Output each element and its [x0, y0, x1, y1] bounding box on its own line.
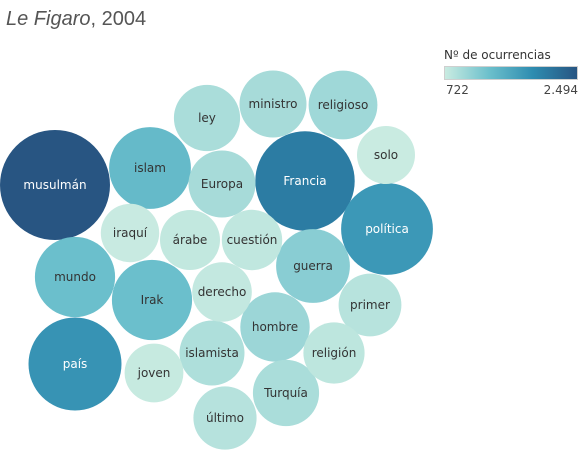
- bubble-circle[interactable]: [188, 150, 256, 218]
- bubble-label: mundo: [54, 270, 96, 284]
- bubble-label: política: [365, 222, 409, 236]
- bubble-circle[interactable]: [109, 127, 191, 209]
- bubble[interactable]: ministro: [239, 70, 307, 138]
- bubble-circle[interactable]: [173, 84, 241, 152]
- bubble[interactable]: último: [193, 386, 257, 450]
- bubble-label: país: [63, 357, 88, 371]
- title-italic: Le Figaro: [6, 8, 91, 30]
- bubble-label: ministro: [249, 97, 298, 111]
- bubble[interactable]: religioso: [308, 70, 378, 140]
- bubble-label: joven: [137, 366, 171, 380]
- bubble-label: hombre: [252, 320, 298, 334]
- title-rest: , 2004: [90, 8, 147, 30]
- bubble[interactable]: guerra: [276, 229, 350, 303]
- bubble[interactable]: islam: [109, 127, 191, 209]
- bubble[interactable]: país: [28, 317, 122, 411]
- bubble-circle[interactable]: [193, 386, 257, 450]
- bubble-label: iraquí: [113, 226, 148, 240]
- bubble-circle[interactable]: [357, 126, 415, 184]
- bubble-circle[interactable]: [308, 70, 378, 140]
- bubble-label: Irak: [141, 293, 164, 307]
- legend-min-label: 722: [446, 83, 469, 97]
- bubble-circle[interactable]: [239, 70, 307, 138]
- bubble-circle[interactable]: [179, 320, 245, 386]
- bubble-label: Europa: [201, 177, 243, 191]
- chart-title: Le Figaro, 2004: [6, 8, 146, 31]
- bubble-circle[interactable]: [28, 317, 122, 411]
- bubble[interactable]: solo: [357, 126, 415, 184]
- bubble-label: islamista: [185, 346, 239, 360]
- bubble[interactable]: mundo: [34, 236, 116, 318]
- bubble-circle[interactable]: [0, 130, 110, 240]
- bubble-circle[interactable]: [303, 322, 365, 384]
- bubble-circle[interactable]: [338, 273, 402, 337]
- legend-title: Nº de ocurrencias: [444, 48, 551, 62]
- bubble-label: cuestión: [227, 233, 278, 247]
- bubble[interactable]: religión: [303, 322, 365, 384]
- legend-gradient-bar: [444, 66, 578, 80]
- legend-labels: 722 2.494: [444, 83, 578, 99]
- bubble-label: religioso: [318, 98, 369, 112]
- color-legend: Nº de ocurrencias 722 2.494: [444, 48, 578, 99]
- bubble-circle[interactable]: [276, 229, 350, 303]
- bubble-label: solo: [374, 148, 398, 162]
- bubble[interactable]: derecho: [192, 262, 252, 322]
- bubble-label: Francia: [283, 174, 326, 188]
- bubble[interactable]: primer: [338, 273, 402, 337]
- bubble-circle[interactable]: [255, 131, 355, 231]
- bubble[interactable]: iraquí: [100, 203, 160, 263]
- bubble[interactable]: ley: [173, 84, 241, 152]
- bubble-circle[interactable]: [100, 203, 160, 263]
- bubble-label: Turquía: [263, 386, 308, 400]
- bubble-label: derecho: [198, 285, 247, 299]
- bubble-circle[interactable]: [192, 262, 252, 322]
- bubble[interactable]: Europa: [188, 150, 256, 218]
- bubble-label: ley: [198, 111, 216, 125]
- bubble[interactable]: Irak: [111, 259, 193, 341]
- bubble-circle[interactable]: [341, 183, 433, 275]
- bubble[interactable]: islamista: [179, 320, 245, 386]
- bubble-circle[interactable]: [240, 292, 310, 362]
- bubble-circle[interactable]: [160, 210, 220, 270]
- bubble-label: guerra: [293, 259, 333, 273]
- bubble-label: primer: [350, 298, 390, 312]
- bubble[interactable]: hombre: [240, 292, 310, 362]
- bubble-label: árabe: [173, 233, 208, 247]
- bubble[interactable]: musulmán: [0, 130, 110, 240]
- bubble[interactable]: política: [341, 183, 433, 275]
- bubble-circle[interactable]: [252, 359, 320, 427]
- bubble-circle[interactable]: [124, 343, 184, 403]
- bubble[interactable]: Turquía: [252, 359, 320, 427]
- bubble-circle[interactable]: [34, 236, 116, 318]
- legend-max-label: 2.494: [543, 83, 578, 97]
- bubble[interactable]: Francia: [255, 131, 355, 231]
- bubble[interactable]: joven: [124, 343, 184, 403]
- bubble-label: último: [206, 411, 244, 425]
- bubble[interactable]: cuestión: [221, 209, 283, 271]
- bubble-label: religión: [312, 346, 357, 360]
- bubble-label: islam: [134, 161, 166, 175]
- bubble[interactable]: árabe: [160, 210, 220, 270]
- bubble-circle[interactable]: [221, 209, 283, 271]
- bubble-circle[interactable]: [111, 259, 193, 341]
- bubble-label: musulmán: [23, 178, 86, 192]
